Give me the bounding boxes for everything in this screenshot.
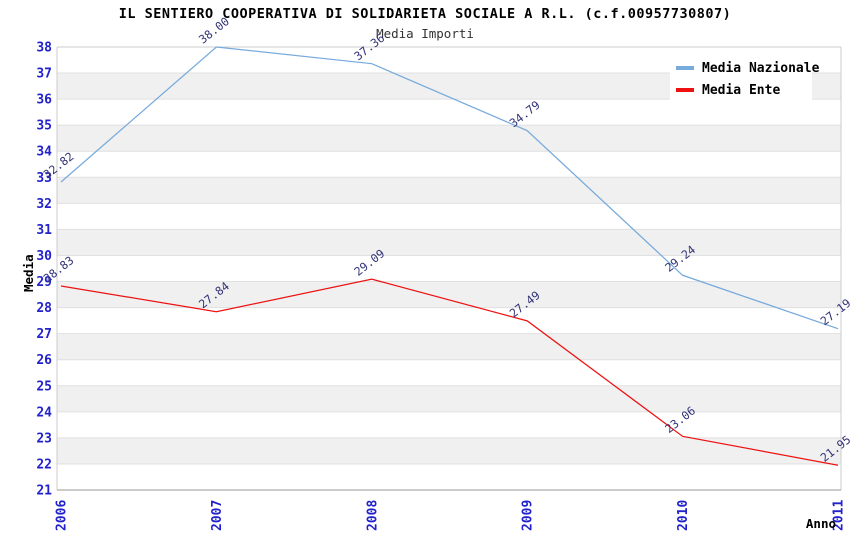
grid-band [57,125,841,152]
y-tick-label: 22 [36,457,52,472]
grid-band [57,333,841,360]
x-tick-label: 2007 [210,500,225,531]
data-point-label: 38.00 [196,14,232,46]
series-lines [60,46,839,466]
chart-legend: Media Nazionale Media Ente [670,55,819,103]
y-tick-label: 34 [36,145,52,160]
legend-item-media-ente: Media Ente [670,83,812,98]
y-tick-label: 30 [36,249,52,264]
grid-band [57,177,841,204]
y-tick-label: 29 [36,275,52,290]
legend-swatch-red-line-icon [676,88,694,92]
grid-band [57,385,841,412]
grid-bands [57,73,841,464]
chart-title: IL SENTIERO COOPERATIVA DI SOLIDARIETA S… [118,6,732,22]
y-tick-label: 28 [36,301,52,316]
legend-label: Media Nazionale [702,60,820,76]
grid-band [57,437,841,464]
legend-label: Media Ente [702,82,781,98]
grid-band [57,281,841,308]
legend-item-media-nazionale: Media Nazionale [670,61,819,76]
y-tick-label: 24 [36,405,52,420]
y-tick-label: 27 [36,327,52,342]
y-axis-ticks: 38 37 36 35 34 33 32 31 30 29 28 27 26 25 24 23 22 21 [36,41,52,499]
x-tick-label: 2006 [55,500,70,531]
plot-frame [56,46,842,491]
y-tick-label: 26 [36,353,52,368]
x-tick-label: 2010 [676,500,691,531]
x-tick-label: 2011 [832,500,847,531]
y-tick-label: 38 [36,41,52,56]
y-tick-label: 32 [36,197,52,212]
y-tick-label: 35 [36,119,52,134]
y-tick-label: 37 [36,67,52,82]
x-tick-label: 2008 [365,500,380,531]
series-line-media-nazionale [60,46,839,330]
chart-subtitle: Media Importi [376,26,474,41]
series-line-media-ente [60,278,839,466]
y-axis-title: Media [21,254,36,292]
x-tick-label: 2009 [521,500,536,531]
y-tick-label: 25 [36,379,52,394]
y-tick-label: 33 [36,171,52,186]
y-tick-label: 36 [36,93,52,108]
legend-swatch-blue-line-icon [676,66,694,70]
y-tick-label: 21 [36,484,52,499]
grid-lines [57,72,841,465]
y-tick-label: 23 [36,431,52,446]
y-tick-label: 31 [36,223,52,238]
x-axis-title: Anno [806,516,836,531]
grid-band [57,229,841,256]
x-axis-ticks: 2006 2007 2008 2009 2010 2011 [55,500,847,531]
